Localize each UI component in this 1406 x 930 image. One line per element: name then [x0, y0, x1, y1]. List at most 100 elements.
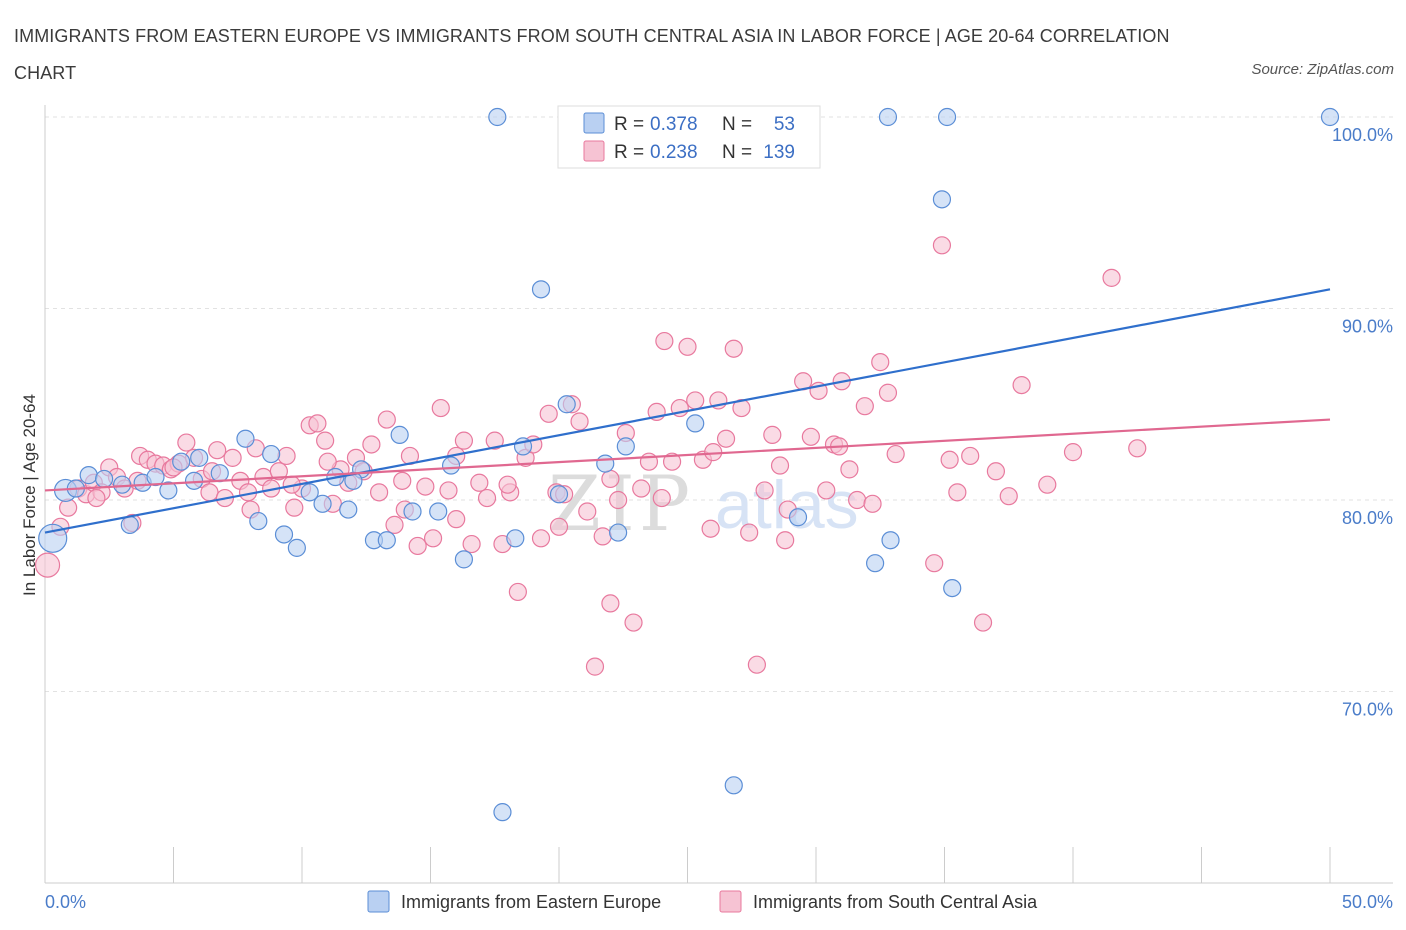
- trend-line: [44, 288, 1331, 534]
- scatter-point: [362, 435, 381, 454]
- scatter-point: [38, 523, 68, 553]
- scatter-point: [287, 538, 306, 557]
- scatter-point: [578, 502, 597, 521]
- scatter-point: [609, 490, 628, 510]
- scatter-point: [429, 502, 448, 521]
- stats-r-label-pink: R =: [614, 142, 644, 163]
- scatter-point: [539, 404, 558, 423]
- stats-r-value-pink: 0.238: [650, 142, 698, 163]
- scatter-point: [377, 531, 396, 550]
- scatter-point: [948, 483, 967, 502]
- stats-n-value-blue: 53: [774, 114, 795, 135]
- scatter-point: [423, 529, 443, 548]
- scatter-point: [1063, 443, 1083, 462]
- scatter-point: [34, 552, 61, 578]
- scatter-point: [817, 481, 836, 500]
- scatter-point: [87, 488, 106, 508]
- scatter-point: [999, 487, 1018, 506]
- scatter-point: [943, 578, 962, 598]
- scatter-point: [886, 444, 905, 464]
- scatter-point: [593, 527, 612, 546]
- scatter-point: [1320, 107, 1340, 127]
- scatter-point: [477, 488, 497, 508]
- x-tick-label-min: 0.0%: [45, 892, 86, 912]
- scatter-point: [408, 536, 427, 556]
- scatter-point: [454, 550, 474, 569]
- stats-legend: R = 0.378 N = 53 R = 0.238 N = 139: [557, 105, 821, 169]
- scatter-point: [498, 475, 517, 494]
- scatter-point: [973, 613, 993, 632]
- scatter-point: [616, 437, 635, 456]
- scatter-point: [316, 431, 335, 450]
- scatter-point: [1038, 475, 1057, 494]
- scatter-point: [485, 431, 504, 450]
- scatter-point: [925, 554, 944, 573]
- scatter-point: [848, 490, 867, 510]
- scatter-point: [940, 450, 959, 469]
- scatter-point: [236, 429, 255, 448]
- scatter-point: [770, 456, 790, 475]
- scatter-point: [601, 469, 620, 489]
- scatter-point: [570, 412, 589, 431]
- scatter-point: [506, 529, 525, 548]
- scatter-point: [318, 452, 337, 471]
- scatter-point: [740, 523, 759, 542]
- scatter-point: [881, 531, 900, 550]
- legend-swatch-eastern-europe: [367, 890, 390, 913]
- y-tick-label: 70.0%: [1342, 700, 1393, 720]
- scatter-point: [177, 433, 196, 452]
- scatter-point: [262, 444, 281, 464]
- scatter-point: [937, 107, 957, 127]
- scatter-point: [986, 462, 1006, 481]
- scatter-point: [416, 477, 435, 496]
- trend-lines: [44, 288, 1331, 534]
- scatter-point: [308, 414, 327, 433]
- scatter-point: [470, 473, 489, 492]
- scatter-point: [385, 515, 404, 534]
- scatter-point: [488, 107, 507, 127]
- scatter-point: [172, 452, 191, 471]
- stats-swatch-pink: [583, 140, 605, 162]
- scatter-point: [531, 280, 551, 299]
- scatter-point: [431, 398, 450, 418]
- scatter-point: [855, 397, 874, 416]
- chart-title: IMMIGRANTS FROM EASTERN EUROPE VS IMMIGR…: [14, 26, 1170, 83]
- stats-swatch-blue: [583, 112, 605, 134]
- scatter-point: [269, 462, 288, 481]
- scatter-point: [961, 446, 980, 466]
- y-tick-label: 80.0%: [1342, 508, 1393, 528]
- scatter-point: [112, 475, 132, 494]
- series-south-central-asia: [34, 107, 1147, 676]
- scatter-point: [285, 498, 304, 517]
- scatter-point: [313, 494, 332, 513]
- scatter-point: [878, 107, 898, 127]
- scatter-point: [120, 515, 139, 534]
- scatter-point: [79, 466, 98, 485]
- y-tick-label: 100.0%: [1332, 125, 1393, 145]
- scatter-point: [1102, 268, 1121, 287]
- scatter-point: [190, 448, 209, 467]
- scatter-point: [159, 481, 178, 500]
- scatter-point: [493, 803, 512, 822]
- scatter-point: [840, 460, 859, 479]
- legend-swatch-south-central-asia: [719, 890, 742, 913]
- scatter-point: [686, 414, 705, 433]
- scatter-point: [441, 456, 461, 475]
- scatter-point: [686, 391, 705, 410]
- scatter-point: [390, 425, 409, 444]
- scatter-point: [866, 554, 885, 573]
- trend-line: [44, 418, 1331, 492]
- scatter-point: [210, 464, 229, 483]
- scatter-point: [747, 655, 766, 674]
- scatter-point: [585, 657, 605, 676]
- scatter-point: [208, 441, 227, 460]
- scatter-point: [1128, 439, 1147, 458]
- scatter-point: [403, 502, 422, 521]
- scatter-point: [632, 479, 651, 498]
- series-legend: Immigrants from Eastern Europe Immigrant…: [367, 890, 1038, 913]
- scatter-point: [776, 531, 795, 550]
- scatter-point: [274, 525, 294, 544]
- scatter-point: [763, 425, 782, 444]
- source-label: Source: ZipAtlas.com: [1251, 61, 1394, 78]
- scatter-point: [704, 443, 723, 462]
